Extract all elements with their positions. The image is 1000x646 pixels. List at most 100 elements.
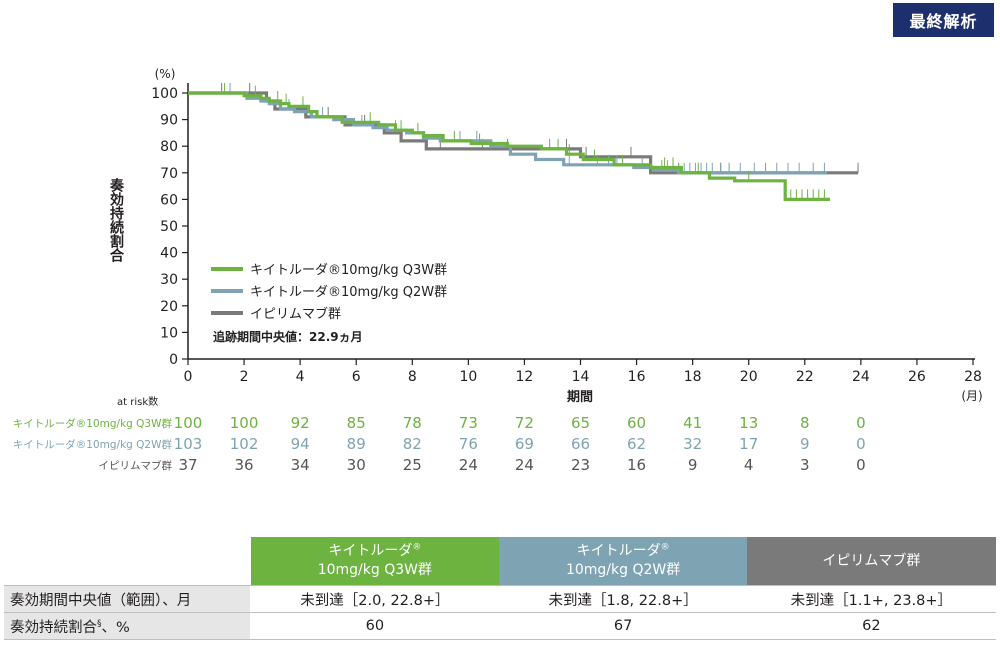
legend-label: イピリムマブ群: [250, 306, 341, 322]
at-risk-count: 92: [290, 414, 310, 432]
summary-header-row: キイトルーダ® 10mg/kg Q3W群 キイトルーダ® 10mg/kg Q2W群 …: [4, 537, 996, 586]
cell-median-ipilimumab: 未到達［1.1+, 23.8+］: [747, 585, 997, 613]
at-risk-count: 102: [229, 435, 259, 453]
legend-label: キイトルーダ®10mg/kg Q2W群: [250, 285, 447, 300]
at-risk-count: 76: [458, 435, 478, 453]
at-risk-count: 37: [178, 456, 198, 474]
y-axis-label: 奏効持続割合: [108, 177, 125, 263]
at-risk-count: 8: [800, 414, 810, 432]
x-tick-label: 24: [852, 369, 870, 385]
at-risk-count: 24: [458, 456, 478, 474]
at-risk-count: 73: [458, 414, 478, 432]
at-risk-count: 0: [856, 456, 866, 474]
series-line: [188, 91, 830, 201]
at-risk-count: 82: [402, 435, 422, 453]
x-tick-label: 8: [408, 369, 417, 385]
y-tick-label: 90: [160, 113, 178, 129]
y-tick-label: 70: [160, 166, 178, 182]
x-tick-label: 16: [628, 369, 646, 385]
chart-series: [188, 83, 859, 201]
x-tick-label: 26: [908, 369, 926, 385]
y-tick-label: 40: [160, 246, 178, 262]
x-tick-label: 14: [572, 369, 590, 385]
at-risk-count: 78: [402, 414, 422, 432]
x-tick-label: 4: [296, 369, 305, 385]
y-tick-label: 100: [151, 86, 178, 102]
at-risk-count: 62: [627, 435, 647, 453]
summary-header-registered-mark: ®: [412, 542, 422, 553]
x-tick-label: 28: [964, 369, 982, 385]
at-risk-count: 66: [570, 435, 591, 453]
summary-row-median-duration: 奏効期間中央値（範囲）、月 未到達［2.0, 22.8+］ 未到達［1.8, 2…: [4, 585, 997, 613]
at-risk-count: 0: [856, 414, 866, 432]
median-followup-annotation: 追跡期間中央値：22.9ヵ月: [213, 329, 363, 344]
summary-corner-cell: [4, 537, 251, 586]
summary-header-registered-mark: ®: [660, 542, 670, 553]
y-tick-label: 30: [160, 272, 178, 288]
x-tick-label: 6: [352, 369, 361, 385]
at-risk-count: 24: [514, 456, 534, 474]
at-risk-count: 16: [627, 456, 647, 474]
at-risk-count: 103: [173, 435, 203, 453]
y-tick-label: 0: [169, 352, 178, 368]
at-risk-count: 13: [739, 414, 759, 432]
at-risk-row: キイトルーダ®10mg/kg Q2W群 103 102 94 89 82 76 69 66 62 3…: [0, 435, 1000, 455]
at-risk-count: 23: [570, 456, 591, 474]
x-axis-unit: (月): [961, 389, 982, 403]
at-risk-count: 60: [627, 414, 647, 432]
summary-header-line1: キイトルーダ®: [576, 542, 670, 559]
summary-header-line1: イピリムマブ群: [822, 552, 921, 569]
row-label-median-duration: 奏効期間中央値（範囲）、月: [4, 585, 252, 613]
x-tick-label: 20: [740, 369, 758, 385]
at-risk-count: 30: [346, 456, 366, 474]
cell-median-q2w: 未到達［1.8, 22.8+］: [498, 585, 748, 613]
y-axis-unit: (%): [155, 67, 176, 81]
y-tick-label: 10: [160, 325, 178, 341]
at-risk-row: イピリムマブ群 37 36 34 30 25 24 24 23 16 9 4 3 0: [0, 456, 1000, 476]
summary-header-ipilimumab: イピリムマブ群: [747, 537, 996, 586]
at-risk-row: キイトルーダ®10mg/kg Q3W群 100 100 92 85 78 73 72 65 60 4…: [0, 414, 1000, 434]
cell-rate-ipilimumab: 62: [747, 612, 997, 640]
summary-row-response-rate: 奏効持続割合§、% 60 67 62: [4, 612, 997, 640]
at-risk-count: 34: [290, 456, 310, 474]
at-risk-count: 25: [402, 456, 422, 474]
at-risk-count: 17: [739, 435, 759, 453]
at-risk-count: 32: [683, 435, 703, 453]
at-risk-count: 36: [234, 456, 254, 474]
at-risk-title: at risk数: [117, 397, 159, 408]
at-risk-count: 85: [346, 414, 366, 432]
row-label-response-rate: 奏効持続割合§、%: [4, 612, 252, 640]
final-analysis-badge: 最終解析: [893, 3, 994, 37]
legend-label: キイトルーダ®10mg/kg Q3W群: [250, 263, 447, 278]
summary-header-q2w: キイトルーダ® 10mg/kg Q2W群: [498, 537, 748, 586]
at-risk-count: 3: [800, 456, 810, 474]
summary-header-line1: キイトルーダ®: [328, 542, 422, 559]
at-risk-count: 65: [570, 414, 591, 432]
x-tick-label: 2: [240, 369, 249, 385]
at-risk-count: 94: [290, 435, 310, 453]
x-tick-label: 22: [796, 369, 814, 385]
summary-header-line2: 10mg/kg Q3W群: [317, 562, 432, 578]
x-tick-label: 12: [516, 369, 534, 385]
at-risk-count: 100: [173, 414, 203, 432]
summary-header-line2: 10mg/kg Q2W群: [565, 562, 681, 578]
y-tick-label: 80: [160, 139, 178, 155]
at-risk-count: 9: [687, 456, 698, 474]
y-tick-label: 60: [160, 192, 178, 208]
at-risk-count: 41: [683, 414, 703, 432]
x-tick-label: 0: [184, 369, 193, 385]
at-risk-count: 72: [514, 414, 534, 432]
at-risk-count: 69: [514, 435, 534, 453]
summary-table: キイトルーダ® 10mg/kg Q3W群 キイトルーダ® 10mg/kg Q2W群 …: [4, 537, 997, 640]
at-risk-count: 100: [229, 414, 259, 432]
x-tick-label: 10: [459, 369, 477, 385]
at-risk-count: 0: [856, 435, 866, 453]
at-risk-row-label: イピリムマブ群: [98, 460, 173, 472]
y-tick-label: 50: [160, 219, 178, 235]
at-risk-count: 9: [800, 435, 810, 453]
cell-median-q3w: 未到達［2.0, 22.8+］: [250, 585, 500, 613]
x-tick-label: 18: [684, 369, 702, 385]
